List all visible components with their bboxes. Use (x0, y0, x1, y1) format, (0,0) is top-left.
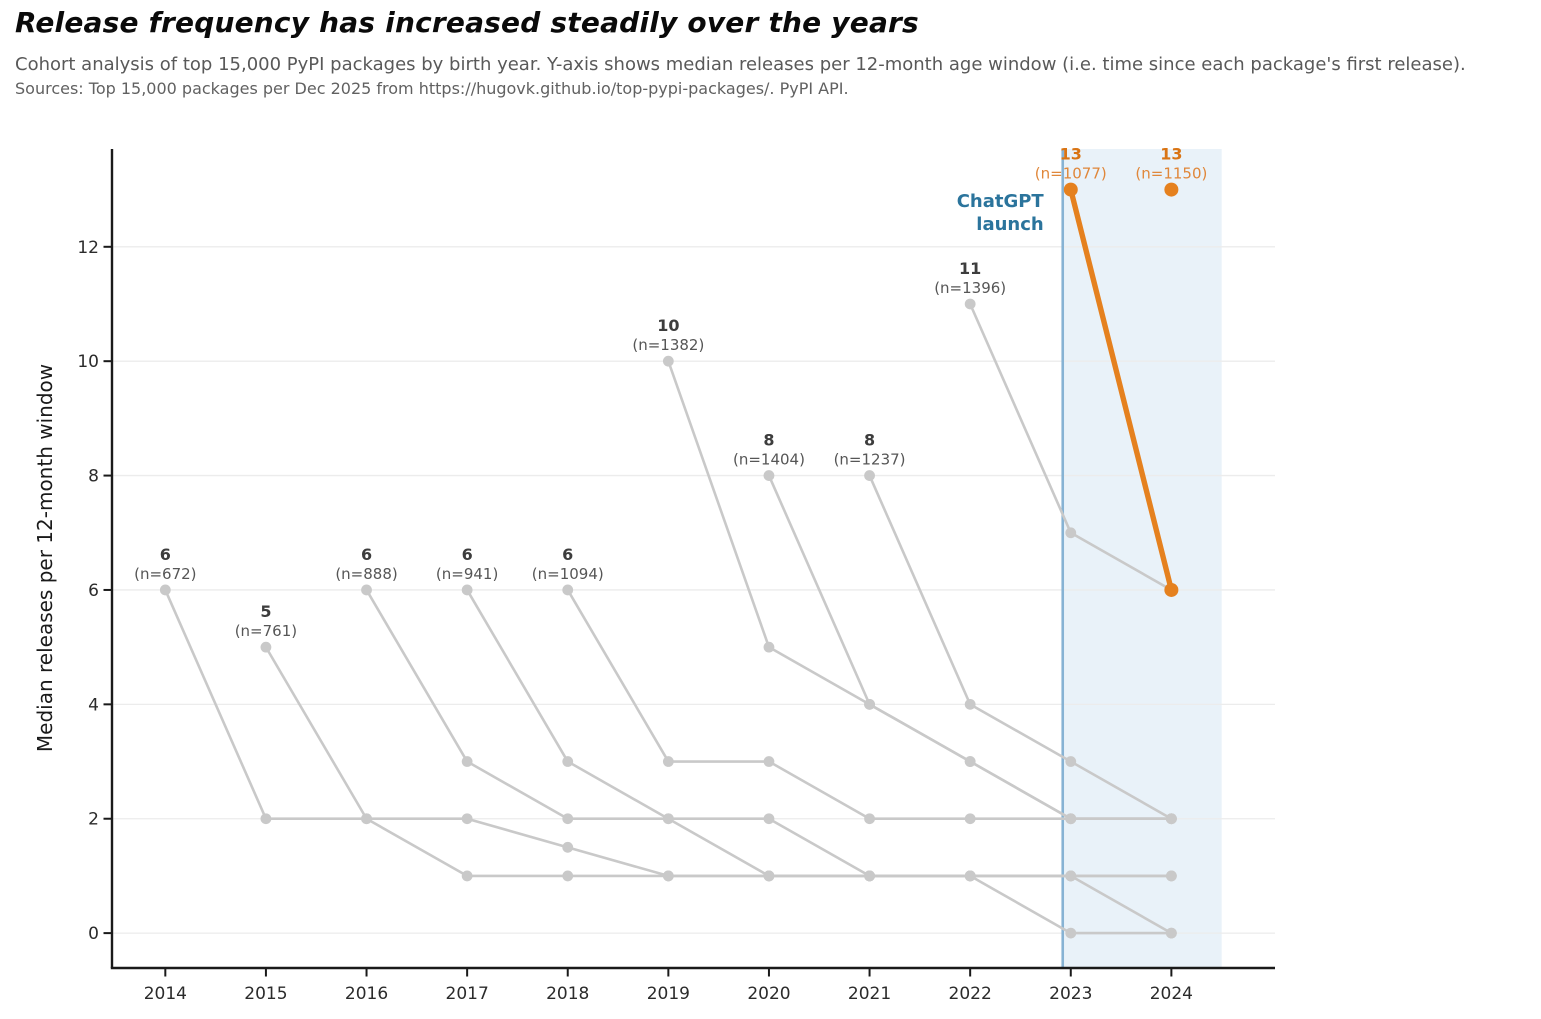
data-point (562, 870, 574, 882)
x-axis-tick-label: 2023 (1049, 984, 1092, 1004)
y-axis-tick-label: 6 (88, 581, 99, 601)
y-axis-tick-label: 10 (77, 352, 99, 372)
data-point (562, 813, 574, 825)
data-point (361, 813, 372, 825)
x-axis-tick-label: 2018 (546, 984, 589, 1004)
cohort-n-label: (n=1077) (1035, 165, 1107, 183)
cohort-value-label: 11 (959, 259, 981, 278)
cohort-n-label: (n=761) (235, 622, 297, 640)
data-point (864, 813, 875, 825)
x-axis-tick-label: 2017 (446, 984, 489, 1004)
cohort-value-label: 10 (657, 316, 679, 335)
data-point (763, 641, 775, 653)
x-axis-tick-label: 2020 (747, 984, 790, 1004)
data-point (964, 870, 976, 882)
x-axis-tick-label: 2019 (647, 984, 690, 1004)
cohort-value-label: 8 (864, 431, 875, 450)
y-axis-tick-label: 12 (77, 238, 99, 258)
y-axis-tick-label: 0 (88, 924, 99, 944)
data-point (159, 584, 171, 596)
data-point (1065, 927, 1077, 939)
cohort-n-label: (n=1404) (733, 451, 805, 469)
data-point (864, 698, 875, 710)
x-axis-tick-label: 2014 (144, 984, 187, 1004)
cohort-line (465, 588, 1173, 878)
x-axis-tick-label: 2015 (244, 984, 287, 1004)
data-point (1065, 756, 1077, 767)
x-axis-tick-label: 2024 (1150, 984, 1193, 1004)
cohort-value-label: 5 (260, 602, 271, 621)
chart-subtitle: Cohort analysis of top 15,000 PyPI packa… (15, 54, 1466, 75)
data-point (461, 870, 473, 882)
data-point (461, 813, 473, 825)
post-chatgpt-shaded-region (1062, 149, 1222, 968)
cohort-value-label: 6 (160, 545, 171, 564)
data-point (461, 584, 473, 596)
data-point (763, 870, 775, 882)
data-point (1065, 870, 1077, 882)
data-point (864, 870, 875, 882)
x-axis-tick-label: 2022 (949, 984, 992, 1004)
y-axis-tick-label: 4 (88, 695, 99, 715)
data-point (1165, 870, 1177, 882)
x-axis-tick-label: 2016 (345, 984, 388, 1004)
data-point (864, 470, 875, 481)
data-point (964, 813, 976, 825)
data-point (763, 813, 775, 825)
cohort-value-label: 6 (562, 545, 573, 564)
cohort-n-label: (n=941) (436, 565, 498, 583)
cohort-n-label: (n=672) (134, 565, 196, 583)
cohort-n-label: (n=888) (335, 565, 397, 583)
cohort-value-label: 6 (361, 545, 372, 564)
data-point (562, 841, 574, 853)
chatgpt-launch-label: launch (976, 214, 1043, 235)
data-point (1165, 813, 1177, 825)
data-point (662, 355, 674, 367)
data-point (964, 298, 976, 310)
data-point (662, 813, 674, 825)
data-point (763, 756, 775, 767)
data-point (1065, 813, 1077, 825)
data-point (1065, 527, 1077, 539)
data-point (1164, 182, 1179, 197)
data-point (260, 641, 272, 653)
y-axis-tick-label: 8 (88, 467, 99, 487)
data-point (662, 870, 674, 882)
chart-sources: Sources: Top 15,000 packages per Dec 202… (15, 79, 849, 98)
cohort-n-label: (n=1237) (834, 451, 906, 469)
data-point (662, 756, 674, 767)
page-title: Release frequency has increased steadily… (15, 6, 919, 39)
cohort-value-label: 8 (763, 431, 774, 450)
cohort-value-label: 13 (1060, 145, 1082, 164)
data-point (964, 756, 976, 767)
cohort-n-label: (n=1382) (632, 336, 704, 354)
cohort-line (264, 645, 1173, 935)
data-point (1165, 927, 1177, 939)
data-point (1164, 582, 1179, 597)
y-axis-tick-label: 2 (88, 810, 99, 830)
data-point (562, 756, 574, 767)
data-point (260, 813, 272, 825)
x-axis-tick-label: 2021 (848, 984, 891, 1004)
cohort-value-label: 13 (1160, 145, 1182, 164)
cohort-line (1068, 186, 1175, 593)
chatgpt-launch-label: ChatGPT (957, 191, 1045, 212)
data-point (1063, 182, 1078, 197)
y-axis-label: Median releases per 12-month window (33, 364, 57, 752)
data-point (361, 584, 372, 596)
data-point (461, 756, 473, 767)
cohort-n-label: (n=1094) (532, 565, 604, 583)
cohort-n-label: (n=1150) (1135, 165, 1207, 183)
data-point (763, 470, 775, 481)
data-point (562, 584, 574, 596)
cohort-line (365, 588, 1173, 878)
cohort-n-label: (n=1396) (934, 279, 1006, 297)
cohort-line (868, 474, 1173, 821)
data-point (964, 698, 976, 710)
cohort-value-label: 6 (462, 545, 473, 564)
